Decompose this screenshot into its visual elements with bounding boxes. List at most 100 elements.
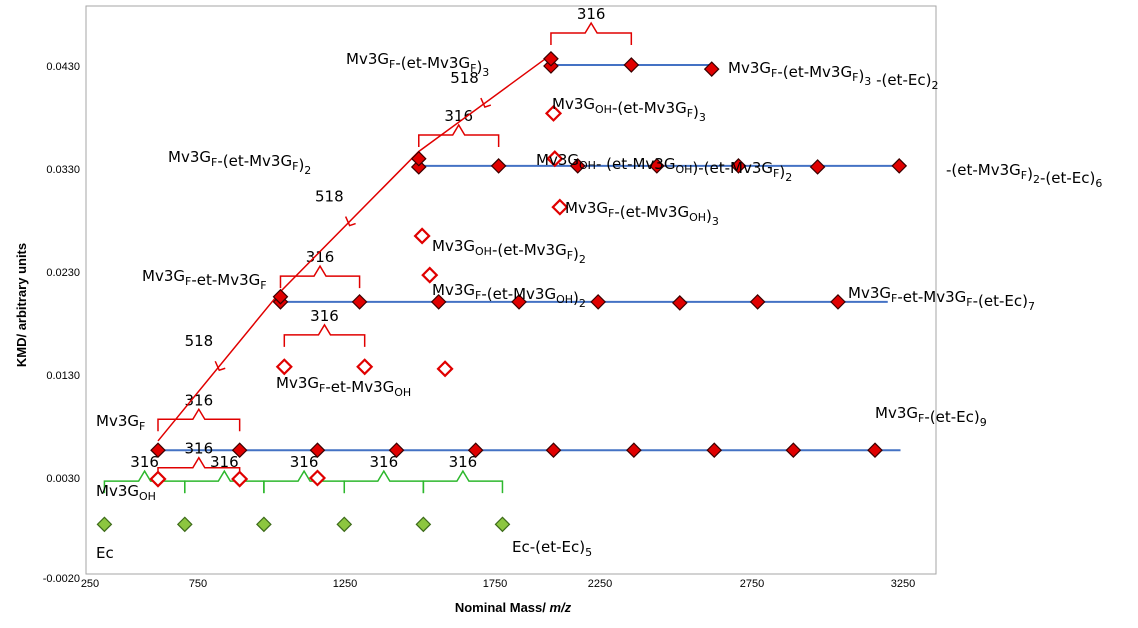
- data-point: [809, 159, 826, 175]
- interval-bracket: [422, 469, 504, 494]
- point-annotation: Mv3GOH- (et-Mv3GOH)-(et-Mv3GF)2: [536, 151, 792, 184]
- point-annotation: Mv3GOH-(et-Mv3GF)3: [552, 95, 706, 124]
- bracket-label: 316: [130, 453, 159, 471]
- data-point-open: [436, 360, 454, 378]
- data-point: [309, 442, 326, 459]
- point-annotation: Mv3GF-(et-Mv3GF)2: [168, 148, 311, 177]
- data-point-green: [415, 516, 432, 533]
- data-point-open: [551, 198, 569, 216]
- diagonal-connector: 518 518 518: [157, 54, 552, 442]
- data-point-open: [231, 470, 249, 488]
- bracket-label: 316: [369, 453, 398, 471]
- data-point: [543, 50, 559, 67]
- bracket-label: 316: [444, 107, 473, 125]
- data-point: [150, 442, 166, 459]
- bracket-label: 316: [185, 391, 214, 409]
- data-point-green: [176, 516, 193, 533]
- data-point-open: [413, 227, 431, 245]
- interval-bracket: [550, 21, 633, 46]
- x-tick-label: 2750: [740, 578, 764, 590]
- interval-bracket: [157, 456, 241, 480]
- data-point: [490, 158, 507, 174]
- data-point: [648, 158, 665, 174]
- point-annotation: Ec: [96, 544, 114, 562]
- bracket-label: 316: [185, 440, 214, 458]
- diagonal-label: 518: [450, 69, 479, 87]
- axes: 250 750 1250 1750 2250 2750 3250 -0.0020 0.0030 0…: [14, 61, 915, 615]
- data-point: [272, 288, 289, 305]
- x-tick-label: 2250: [588, 578, 612, 590]
- y-axis-title: KMD/ arbitrary units: [14, 243, 29, 367]
- point-annotation: Mv3GF-(et-Mv3GOH)2: [432, 281, 586, 310]
- data-point: [467, 442, 484, 459]
- diagonal-label: 518: [315, 188, 344, 206]
- x-axis-title: Nominal Mass/ m/z: [455, 600, 572, 615]
- interval-bracket: [418, 123, 500, 148]
- data-point: [671, 295, 688, 311]
- x-tick-label: 1750: [483, 578, 507, 590]
- y-tick-label: 0.0030: [46, 473, 80, 485]
- y-tick-label: 0.0230: [46, 267, 80, 279]
- y-tick-label: 0.0130: [46, 370, 80, 382]
- interval-bracket: [279, 264, 361, 289]
- data-point: [231, 442, 248, 459]
- data-point: [703, 61, 720, 77]
- data-point: [590, 294, 606, 310]
- interval-bracket: [157, 407, 241, 432]
- bracket-label: 316: [290, 453, 319, 471]
- x-tick-label: 750: [189, 578, 207, 590]
- data-point: [410, 159, 427, 175]
- bracket-label: 316: [449, 453, 478, 471]
- data-point-green: [256, 516, 272, 533]
- data-point: [511, 294, 527, 310]
- data-point: [569, 158, 586, 174]
- y-tick-label: 0.0330: [46, 164, 80, 176]
- data-point-open: [546, 150, 564, 168]
- point-annotation: Mv3GF-et-Mv3GOH: [276, 374, 411, 399]
- data-point: [891, 158, 908, 174]
- interval-bracket: [283, 323, 366, 347]
- bracket-label: 316: [210, 453, 239, 471]
- point-annotation: Mv3GF: [96, 412, 145, 433]
- y-tick-label: 0.0430: [46, 61, 80, 73]
- data-point: [830, 294, 846, 310]
- data-point-open: [544, 104, 563, 122]
- data-point-open: [308, 469, 327, 487]
- point-annotation: Mv3GOH-(et-Mv3GF)2: [432, 237, 586, 266]
- data-point-open: [421, 266, 439, 284]
- bracket-label: 316: [310, 307, 339, 325]
- plot-area: [85, 5, 937, 575]
- data-point: [410, 150, 427, 167]
- point-annotation: Mv3GF-(et-Mv3GF)3 -(et-Ec)2: [728, 59, 938, 92]
- data-point: [623, 57, 640, 73]
- x-tick-label: 3250: [891, 578, 915, 590]
- data-point-open: [149, 470, 167, 488]
- data-point: [388, 442, 405, 459]
- y-tick-label: -0.0020: [43, 573, 80, 585]
- annotations: Mv3GF Mv3GOH Ec Ec-(et-Ec)5 Mv3GF-(et-Ec)9 Mv…: [96, 50, 1102, 562]
- data-point: [351, 294, 368, 310]
- data-point-open: [356, 358, 374, 376]
- data-point-green: [96, 516, 113, 533]
- bracket-label: 316: [577, 5, 606, 23]
- data-points: [96, 50, 908, 533]
- diagonal-line: [157, 54, 552, 442]
- diagonal-tick: [480, 97, 492, 109]
- data-point: [545, 442, 562, 459]
- data-point-green: [494, 516, 511, 533]
- point-annotation: Mv3GF-et-Mv3GF-(et-Ec)7: [848, 284, 1035, 313]
- diagonal-tick: [214, 360, 226, 372]
- data-point: [430, 294, 447, 310]
- data-point: [706, 442, 723, 459]
- point-annotation: Mv3GF-(et-Ec)9: [875, 404, 987, 429]
- point-annotation: Ec-(et-Ec)5: [512, 538, 592, 559]
- data-point: [785, 442, 802, 459]
- data-point: [749, 294, 766, 310]
- data-point-open: [275, 358, 293, 376]
- data-point: [867, 442, 883, 459]
- x-tick-label: 250: [81, 578, 99, 590]
- data-point: [626, 442, 642, 459]
- point-annotation: Mv3GF-(et-Mv3GOH)3: [565, 199, 719, 228]
